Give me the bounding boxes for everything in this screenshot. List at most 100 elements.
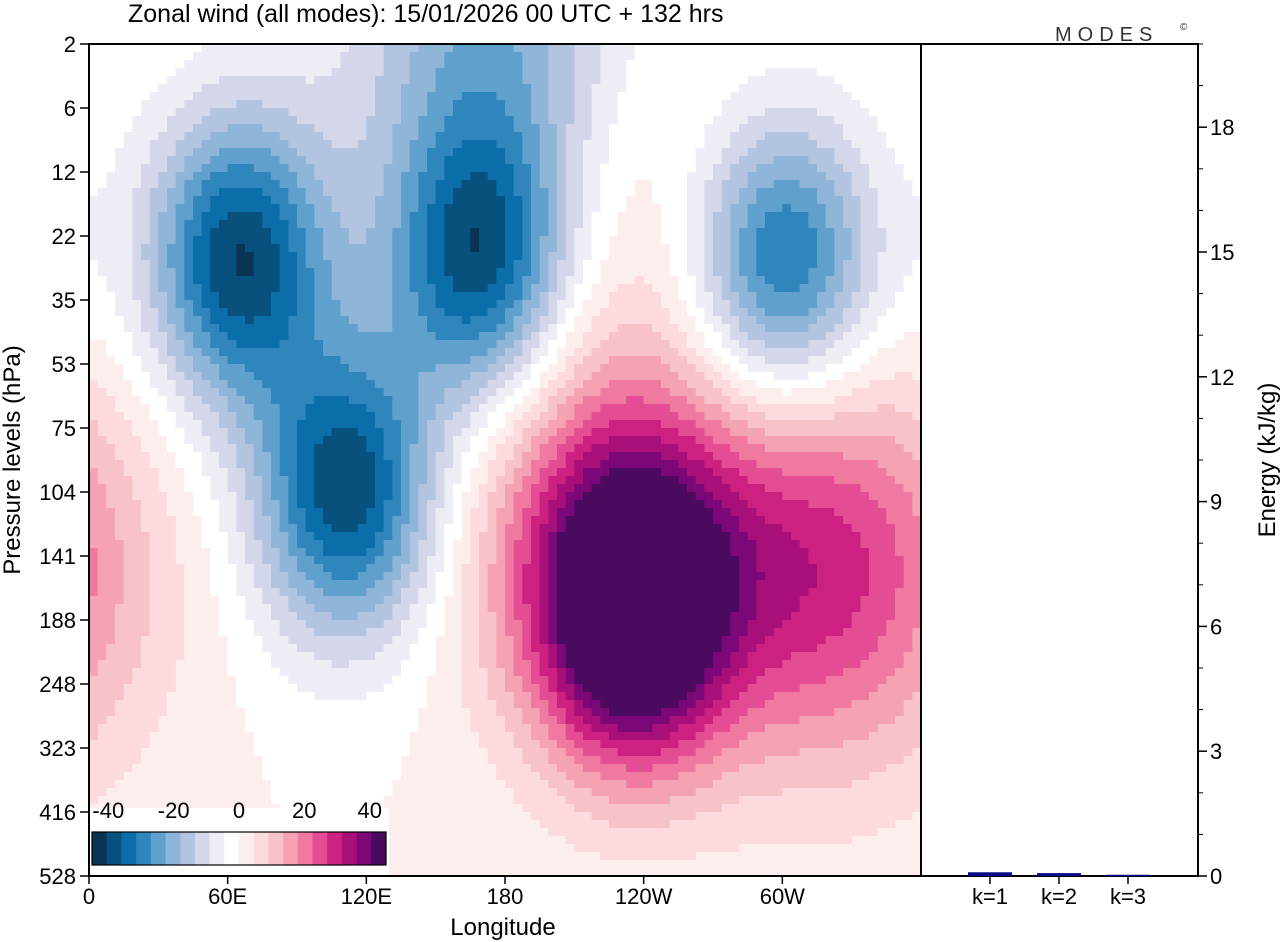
heatmap-cell	[851, 140, 861, 149]
heatmap-cell	[583, 156, 593, 165]
heatmap-cell	[747, 236, 757, 245]
heatmap-cell	[479, 420, 489, 429]
heatmap-cell	[175, 412, 185, 421]
heatmap-cell	[340, 212, 350, 221]
heatmap-cell	[97, 396, 107, 405]
heatmap-cell	[877, 252, 887, 261]
heatmap-cell	[201, 92, 211, 101]
heatmap-cell	[583, 388, 593, 397]
heatmap-cell	[912, 116, 921, 125]
heatmap-cell	[643, 420, 653, 429]
heatmap-cell	[860, 228, 870, 237]
heatmap-cell	[401, 436, 411, 445]
heatmap-cell	[132, 380, 142, 389]
heatmap-cell	[843, 244, 853, 253]
heatmap-cell	[591, 76, 601, 85]
heatmap-cell	[496, 204, 506, 213]
heatmap-cell	[331, 116, 341, 125]
heatmap-cell	[903, 148, 913, 157]
heatmap-cell	[262, 132, 272, 141]
heatmap-cell	[531, 92, 541, 101]
heatmap-cell	[557, 276, 567, 285]
heatmap-cell	[427, 380, 437, 389]
heatmap-cell	[574, 236, 584, 245]
heatmap-cell	[375, 76, 385, 85]
heatmap-cell	[773, 428, 783, 437]
heatmap-cell	[106, 300, 116, 309]
heatmap-cell	[661, 428, 671, 437]
heatmap-cell	[314, 332, 324, 341]
heatmap-cell	[877, 44, 887, 53]
heatmap-cell	[115, 348, 125, 357]
heatmap-cell	[860, 396, 870, 405]
heatmap-cell	[106, 52, 116, 61]
heatmap-cell	[704, 244, 714, 253]
heatmap-cell	[739, 428, 749, 437]
heatmap-cell	[97, 148, 107, 157]
heatmap-cell	[340, 172, 350, 181]
heatmap-cell	[808, 108, 818, 117]
heatmap-cell	[149, 172, 159, 181]
heatmap-cell	[331, 324, 341, 333]
heatmap-cell	[505, 412, 515, 421]
heatmap-cell	[392, 148, 402, 157]
heatmap-cell	[288, 260, 298, 269]
heatmap-cell	[574, 380, 584, 389]
heatmap-cell	[375, 196, 385, 205]
heatmap-cell	[383, 452, 393, 461]
heatmap-cell	[89, 332, 99, 341]
heatmap-cell	[583, 164, 593, 173]
heatmap-cell	[895, 212, 905, 221]
heatmap-cell	[314, 172, 324, 181]
heatmap-cell	[349, 220, 359, 229]
heatmap-cell	[89, 260, 99, 269]
heatmap-cell	[531, 404, 541, 413]
heatmap-cell	[635, 444, 645, 453]
heatmap-cell	[375, 412, 385, 421]
heatmap-cell	[617, 436, 627, 445]
heatmap-cell	[721, 196, 731, 205]
heatmap-cell	[574, 428, 584, 437]
heatmap-cell	[297, 436, 307, 445]
heatmap-cell	[817, 140, 827, 149]
heatmap-cell	[375, 100, 385, 109]
heatmap-cell	[851, 172, 861, 181]
heatmap-cell	[851, 420, 861, 429]
heatmap-cell	[167, 308, 177, 317]
heatmap-cell	[496, 180, 506, 189]
heatmap-cell	[314, 284, 324, 293]
heatmap-cell	[245, 100, 255, 109]
heatmap-cell	[843, 108, 853, 117]
heatmap-cell	[548, 68, 558, 77]
heatmap-cell	[106, 148, 116, 157]
heatmap-cell	[756, 124, 766, 133]
heatmap-cell	[461, 172, 471, 181]
heatmap-cell	[97, 108, 107, 117]
heatmap-cell	[643, 188, 653, 197]
heatmap-cell	[513, 396, 523, 405]
heatmap-cell	[115, 228, 125, 237]
heatmap-cell	[782, 212, 792, 221]
heatmap-cell	[695, 52, 705, 61]
heatmap-cell	[895, 44, 905, 53]
heatmap-cell	[149, 132, 159, 141]
heatmap-cell	[487, 372, 497, 381]
heatmap-cell	[817, 228, 827, 237]
heatmap-cell	[435, 220, 445, 229]
heatmap-cell	[97, 260, 107, 269]
heatmap-cell	[617, 76, 627, 85]
heatmap-cell	[97, 356, 107, 365]
heatmap-cell	[201, 228, 211, 237]
heatmap-cell	[383, 44, 393, 53]
heatmap-cell	[730, 372, 740, 381]
heatmap-cell	[583, 340, 593, 349]
heatmap-cell	[305, 268, 315, 277]
heatmap-cell	[349, 124, 359, 133]
heatmap-cell	[288, 68, 298, 77]
heatmap-cell	[877, 372, 887, 381]
heatmap-cell	[678, 124, 688, 133]
heatmap-cell	[496, 68, 506, 77]
heatmap-cell	[253, 140, 263, 149]
heatmap-cell	[444, 324, 454, 333]
heatmap-cell	[548, 380, 558, 389]
